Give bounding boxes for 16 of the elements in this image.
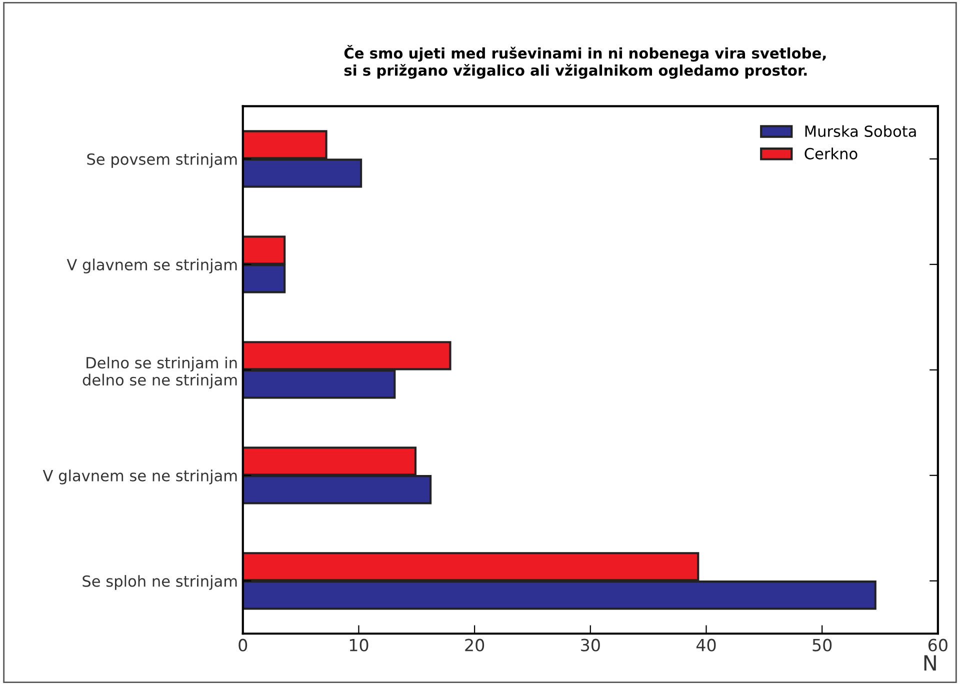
x-tick-label: 0 [238,638,248,652]
x-tick-label: 60 [928,638,948,652]
y-tick-label: Se povsem strinjam [87,153,237,168]
legend-label: Cerkno [804,148,858,160]
x-tick-label: 30 [581,638,600,652]
chart-title: Če smo ujeti med ruševinami in ni nobenega vira svetlobe, si s prižgano vžigalico ali vžigalnikom ogledamo prostor. [344,44,826,79]
x-tick-label: 20 [465,638,484,652]
x-tick-label: 50 [812,638,832,652]
y-tick-label: V glavnem se ne strinjam [42,470,237,484]
y-tick-label: Se sploh ne strinjam [82,575,237,590]
legend-label: Murska Sobota [805,125,916,138]
y-tick-label: V glavnem se strinjam [66,258,237,274]
x-axis-title: N [924,655,936,670]
y-tick-label: Delno se strinjam in delno se ne strinjam [82,356,237,389]
x-tick-label: 40 [696,638,716,652]
x-tick-label: 10 [350,638,368,652]
